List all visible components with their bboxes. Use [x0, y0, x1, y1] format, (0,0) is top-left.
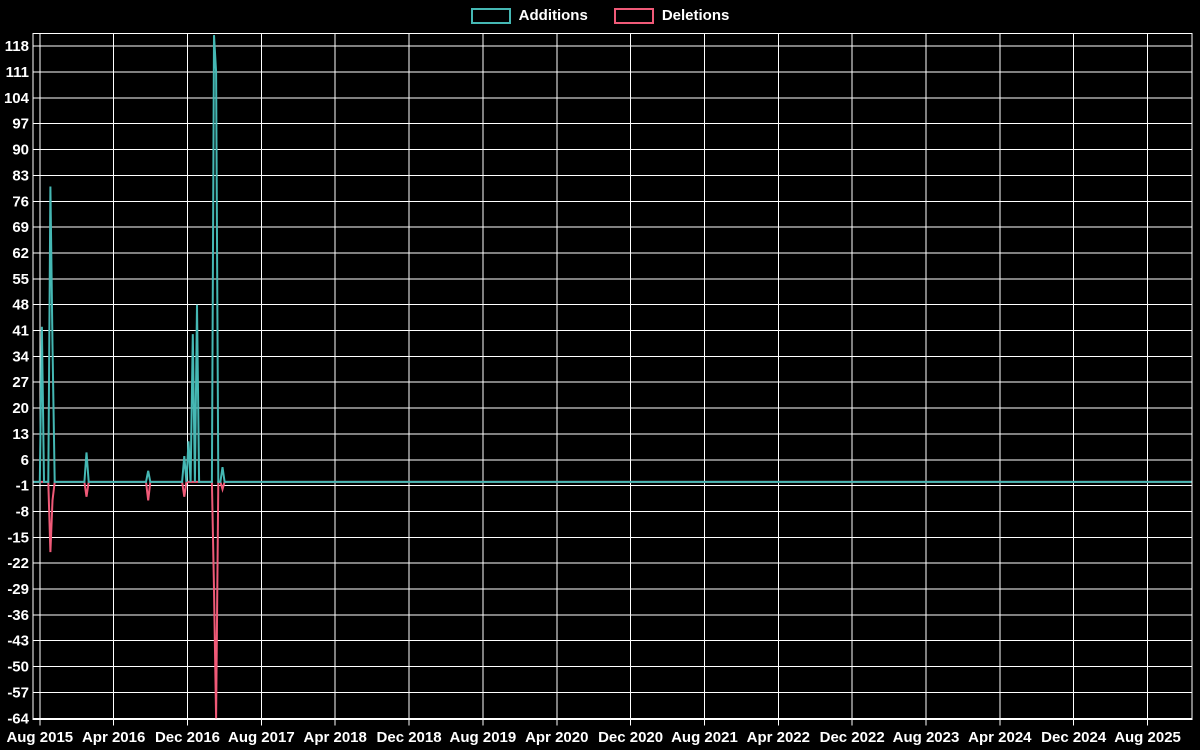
x-tick-label: Apr 2020 [525, 729, 588, 746]
y-tick-label: 104 [4, 90, 30, 107]
x-tick-label: Apr 2022 [747, 729, 810, 746]
y-tick-label: 41 [12, 323, 29, 340]
x-tick-label: Dec 2024 [1041, 729, 1107, 746]
y-tick-label: 118 [5, 38, 29, 55]
y-tick-label: -57 [7, 684, 29, 701]
x-tick-label: Apr 2016 [82, 729, 145, 746]
chart-legend: Additions Deletions [0, 7, 1200, 24]
y-tick-label: -36 [7, 607, 29, 624]
y-tick-label: -22 [7, 555, 29, 572]
y-tick-label: -8 [16, 503, 29, 520]
y-tick-label: -15 [7, 529, 29, 546]
x-tick-label: Aug 2015 [6, 729, 73, 746]
x-tick-label: Apr 2018 [304, 729, 367, 746]
deletions-swatch [613, 7, 654, 24]
y-tick-label: -64 [7, 710, 29, 727]
x-tick-label: Dec 2016 [155, 729, 220, 746]
y-tick-label: 83 [12, 167, 29, 184]
y-tick-label: -29 [7, 581, 29, 598]
x-tick-label: Dec 2018 [377, 729, 442, 746]
series-line-additions [33, 35, 1192, 483]
y-tick-label: 13 [12, 426, 29, 443]
x-tick-label: Aug 2023 [893, 729, 960, 746]
y-tick-label: 27 [12, 374, 29, 391]
x-tick-label: Dec 2022 [820, 729, 885, 746]
y-tick-label: 97 [12, 116, 29, 133]
x-tick-label: Dec 2020 [598, 729, 663, 746]
y-tick-label: -50 [7, 659, 29, 676]
x-tick-label: Apr 2024 [968, 729, 1032, 746]
y-axis-labels: 118 111 104 97 90 83 76 69 62 55 48 41 34 27 20 13 6 -1 -8… [4, 38, 30, 727]
y-tick-label: 48 [12, 297, 29, 314]
series-line-deletions [33, 480, 1192, 719]
x-tick-label: Aug 2019 [450, 729, 517, 746]
x-axis-labels: Aug 2015 Apr 2016 Dec 2016 Aug 2017 Apr 2018… [6, 729, 1180, 746]
y-tick-label: -43 [7, 633, 29, 650]
additions-swatch [470, 7, 511, 24]
y-tick-label: 111 [6, 64, 29, 81]
y-tick-label: 34 [12, 348, 29, 365]
legend-item-additions[interactable]: Additions [470, 7, 588, 24]
y-tick-label: 62 [12, 245, 29, 262]
additions-legend-label: Additions [518, 7, 588, 24]
gridlines [33, 33, 1192, 726]
plot-border [32, 33, 1193, 720]
x-tick-label: Aug 2021 [671, 729, 738, 746]
y-tick-label: 20 [12, 400, 29, 417]
legend-item-deletions[interactable]: Deletions [613, 7, 730, 24]
x-tick-label: Aug 2017 [228, 729, 295, 746]
y-tick-label: 6 [21, 452, 29, 469]
y-tick-label: -1 [16, 478, 29, 495]
y-tick-label: 90 [12, 142, 29, 159]
y-tick-label: 69 [12, 219, 29, 236]
deletions-legend-label: Deletions [661, 7, 730, 24]
y-tick-label: 55 [12, 271, 29, 288]
y-tick-label: 76 [12, 193, 29, 210]
x-tick-label: Aug 2025 [1114, 729, 1181, 746]
